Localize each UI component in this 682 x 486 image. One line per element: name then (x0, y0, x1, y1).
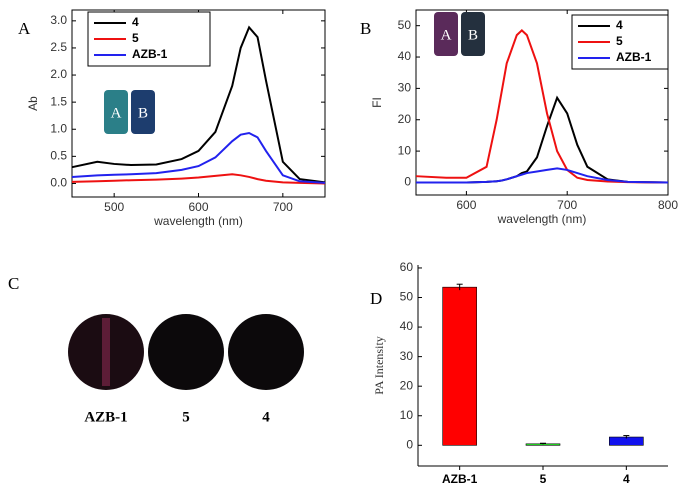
legend-label: 4 (132, 15, 139, 29)
signal-stripe (102, 318, 110, 386)
y-tick-label: 20 (398, 112, 412, 126)
y-tick-label: 50 (398, 18, 412, 32)
y-tick-label: 3.0 (50, 13, 67, 27)
vial (104, 90, 128, 134)
line-series (71, 173, 326, 185)
y-tick-label: 2.5 (50, 40, 67, 54)
plot-frame (415, 9, 669, 196)
panel-label: C (8, 274, 19, 293)
x-tick-label: 600 (456, 198, 476, 212)
y-tick-label: 0.0 (50, 176, 67, 190)
y-tick-label: 30 (400, 349, 414, 363)
y-tick-label: 2.0 (50, 67, 67, 81)
x-tick-label: 700 (557, 198, 577, 212)
legend-label: AZB-1 (616, 50, 652, 64)
y-axis-label: PA Intensity (372, 336, 386, 395)
sample-disk (148, 314, 224, 390)
x-tick-label: AZB-1 (442, 472, 478, 486)
x-axis-label: wavelength (nm) (153, 214, 243, 228)
legend-label: 5 (132, 31, 139, 45)
vial (461, 12, 485, 56)
panel-label: A (18, 19, 31, 38)
y-tick-label: 0.5 (50, 149, 67, 163)
legend-label: 5 (616, 34, 623, 48)
y-tick-label: 60 (400, 260, 414, 274)
panel-label: B (360, 19, 371, 38)
legend-label: 4 (616, 18, 623, 32)
x-tick-label: 700 (273, 200, 293, 214)
y-axis-label: Ab (26, 96, 40, 111)
x-tick-label: 800 (658, 198, 678, 212)
y-tick-label: 0 (404, 175, 411, 189)
x-tick-label: 5 (540, 472, 547, 486)
vial (434, 12, 458, 56)
line-series (71, 25, 326, 184)
line-series (415, 29, 669, 184)
sample-label: 5 (182, 409, 190, 425)
y-axis-label: FI (370, 97, 384, 108)
vial-label: A (441, 27, 452, 43)
y-tick-label: 20 (400, 378, 414, 392)
line-series (71, 131, 326, 184)
x-tick-label: 600 (188, 200, 208, 214)
y-tick-label: 1.0 (50, 121, 67, 135)
vial-label: A (111, 105, 122, 121)
y-tick-label: 1.5 (50, 94, 67, 108)
sample-label: 4 (262, 409, 270, 425)
y-tick-label: 40 (400, 319, 414, 333)
vial-label: B (468, 27, 478, 43)
sample-disk (228, 314, 304, 390)
y-tick-label: 50 (400, 290, 414, 304)
vial-label: B (138, 105, 148, 121)
panel-label: D (370, 289, 382, 308)
x-tick-label: 4 (623, 472, 630, 486)
y-tick-label: 10 (398, 143, 412, 157)
y-tick-label: 0 (406, 437, 413, 451)
y-tick-label: 30 (398, 81, 412, 95)
vial (131, 90, 155, 134)
sample-label: AZB-1 (84, 409, 127, 425)
x-axis-label: wavelength (nm) (497, 212, 587, 226)
x-tick-label: 500 (104, 200, 124, 214)
legend-label: AZB-1 (132, 47, 168, 61)
bar (442, 286, 477, 446)
line-series (416, 167, 669, 184)
y-tick-label: 40 (398, 49, 412, 63)
y-tick-label: 10 (400, 408, 414, 422)
